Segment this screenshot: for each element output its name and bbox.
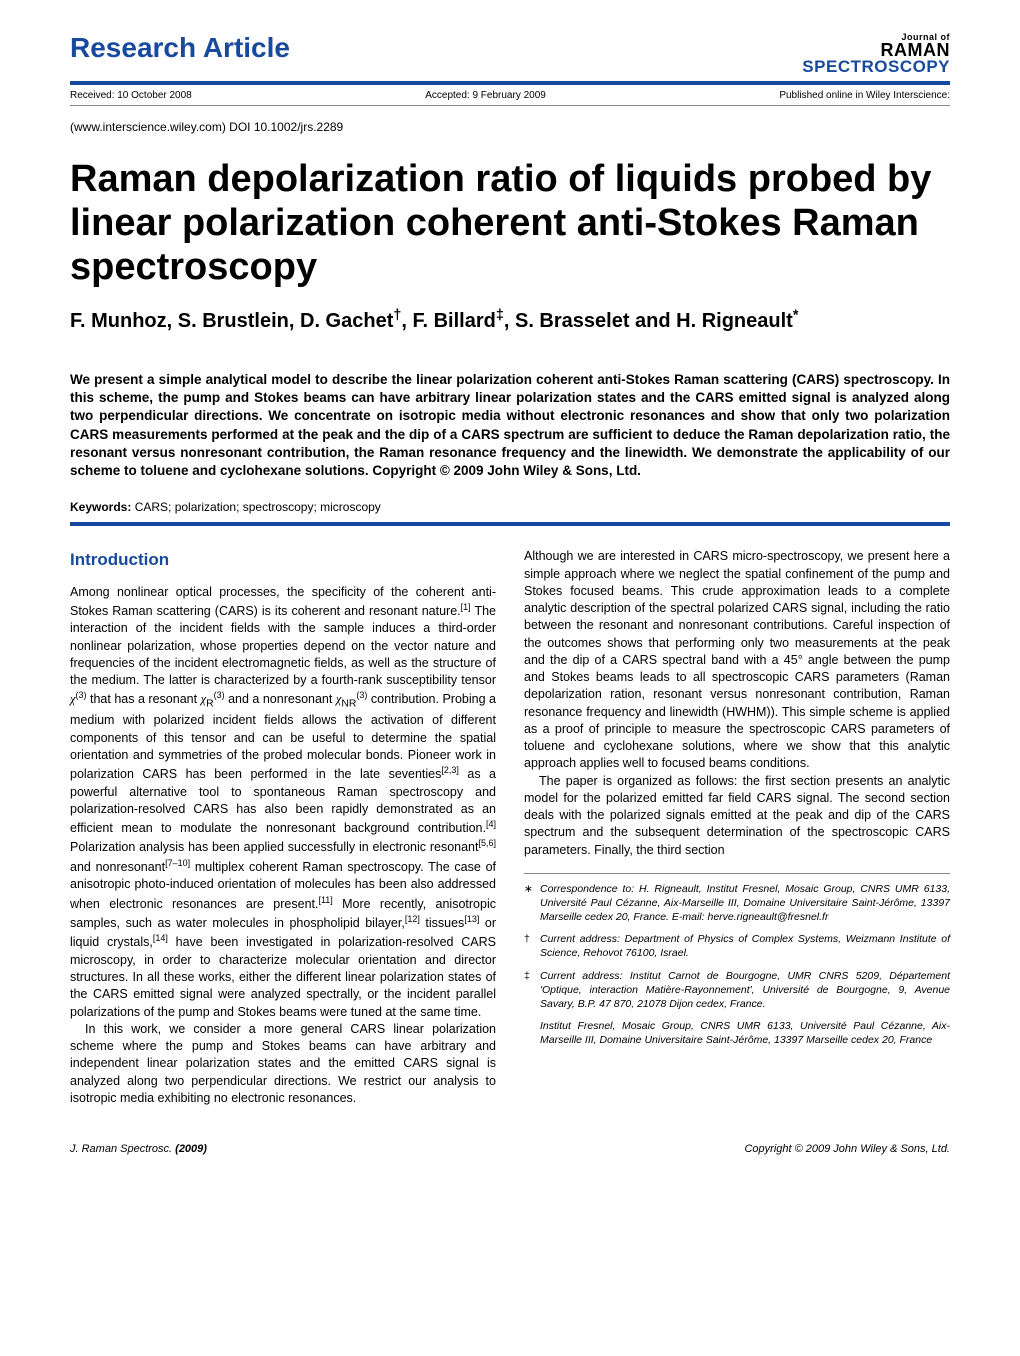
- journal-logo: Journal of RAMAN SPECTROSCOPY: [802, 32, 950, 75]
- footer-left: J. Raman Spectrosc. (2009): [70, 1143, 207, 1155]
- intro-p4: The paper is organized as follows: the f…: [524, 773, 950, 859]
- body-columns: Introduction Among nonlinear optical pro…: [70, 548, 950, 1107]
- column-right: Although we are interested in CARS micro…: [524, 548, 950, 1107]
- abstract: We present a simple analytical model to …: [70, 371, 950, 480]
- received-date: Received: 10 October 2008: [70, 90, 192, 101]
- footnote-ddagger: ‡Current address: Institut Carnot de Bou…: [524, 969, 950, 1012]
- published-info: Published online in Wiley Interscience:: [779, 90, 950, 101]
- doi-line: (www.interscience.wiley.com) DOI 10.1002…: [70, 120, 950, 134]
- rule-top: [70, 81, 950, 85]
- journal-line2: SPECTROSCOPY: [802, 59, 950, 75]
- footnote-correspondence: ∗Correspondence to: H. Rigneault, Instit…: [524, 882, 950, 925]
- keywords-text: CARS; polarization; spectroscopy; micros…: [131, 500, 380, 514]
- keywords-row: Keywords: CARS; polarization; spectrosco…: [70, 500, 950, 514]
- rule-mid: [70, 522, 950, 526]
- accepted-date: Accepted: 9 February 2009: [425, 90, 546, 101]
- footnote-dagger: †Current address: Department of Physics …: [524, 932, 950, 960]
- intro-p1: Among nonlinear optical processes, the s…: [70, 584, 496, 1021]
- author-list: F. Munhoz, S. Brustlein, D. Gachet†, F. …: [70, 307, 950, 333]
- authors-text: F. Munhoz, S. Brustlein, D. Gachet†, F. …: [70, 310, 798, 332]
- footnotes: ∗Correspondence to: H. Rigneault, Instit…: [524, 873, 950, 1048]
- meta-dates: Received: 10 October 2008 Accepted: 9 Fe…: [70, 88, 950, 103]
- footnote-affiliation: Institut Fresnel, Mosaic Group, CNRS UMR…: [524, 1019, 950, 1047]
- column-left: Introduction Among nonlinear optical pro…: [70, 548, 496, 1107]
- page-footer: J. Raman Spectrosc. (2009) Copyright © 2…: [70, 1143, 950, 1155]
- header: Research Article Journal of RAMAN SPECTR…: [70, 32, 950, 75]
- intro-heading: Introduction: [70, 548, 496, 571]
- article-title: Raman depolarization ratio of liquids pr…: [70, 158, 950, 289]
- intro-p3: Although we are interested in CARS micro…: [524, 548, 950, 772]
- intro-p2: In this work, we consider a more general…: [70, 1021, 496, 1107]
- rule-thin: [70, 105, 950, 106]
- footer-right: Copyright © 2009 John Wiley & Sons, Ltd.: [744, 1143, 950, 1155]
- article-type: Research Article: [70, 32, 290, 64]
- keywords-label: Keywords:: [70, 500, 131, 514]
